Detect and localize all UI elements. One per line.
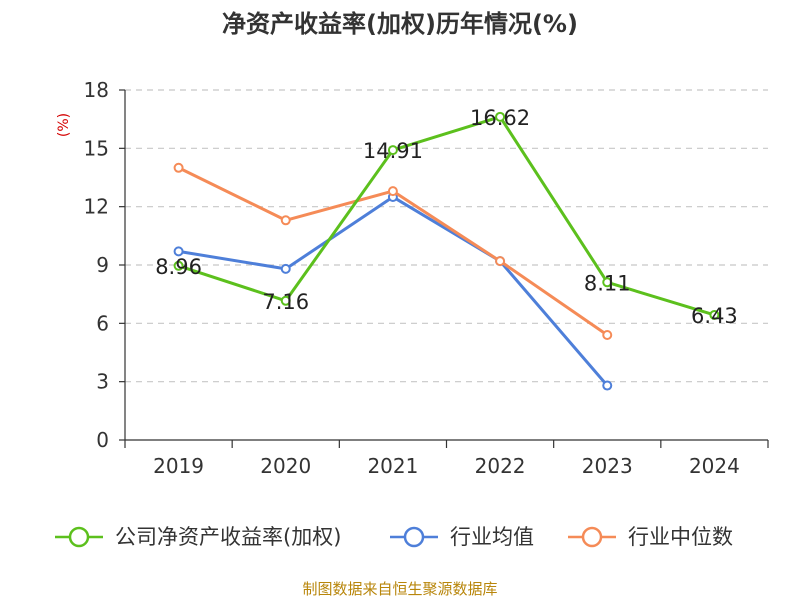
- y-tick-label: 3: [96, 370, 109, 394]
- axis-layer: 0 3 6 9 12 15 18 2019 2020 2021 2022 2023 2024: [84, 78, 769, 478]
- x-tick-label: 2024: [689, 454, 740, 478]
- grid-layer: [125, 89, 768, 383]
- series-layer: [173, 111, 720, 391]
- x-tick-label: 2022: [475, 454, 526, 478]
- data-label: 16.62: [470, 106, 530, 130]
- series-point: [495, 256, 506, 267]
- series-point: [173, 246, 184, 257]
- x-tick-label: 2020: [260, 454, 311, 478]
- series-point: [387, 186, 398, 197]
- series-point: [280, 263, 291, 274]
- x-tick-label: 2019: [153, 454, 204, 478]
- series-point: [495, 111, 506, 122]
- series-point: [602, 330, 613, 340]
- y-tick-label: 6: [96, 311, 109, 335]
- series-point: [709, 309, 720, 320]
- series-point: [173, 260, 184, 271]
- legend-label: 行业中位数: [628, 525, 733, 549]
- y-tick-label: 12: [84, 195, 109, 219]
- source-note: 制图数据来自恒生聚源数据库: [302, 580, 497, 598]
- y-axis-unit: (%): [56, 113, 72, 137]
- data-label-layer: 8.96 7.16 14.91 16.62 8.11 6.43: [155, 106, 738, 328]
- series-line: [178, 115, 715, 317]
- data-label: 14.91: [363, 139, 423, 163]
- legend-marker: [403, 526, 425, 548]
- series-point: [602, 380, 613, 391]
- series-point: [173, 162, 184, 173]
- x-tick-label: 2021: [367, 454, 418, 478]
- chart-title: 净资产收益率(加权)历年情况(%): [222, 10, 578, 38]
- data-label: 8.11: [584, 271, 631, 295]
- series-point: [280, 295, 291, 306]
- data-label: 8.96: [155, 255, 202, 279]
- legend-label: 公司净资产收益率(加权): [115, 525, 341, 549]
- series-point: [280, 215, 291, 226]
- y-tick-label: 18: [84, 78, 109, 102]
- y-tick-label: 0: [96, 428, 109, 452]
- legend-marker: [581, 526, 603, 548]
- x-tick-label: 2023: [582, 454, 633, 478]
- data-label: 6.43: [691, 304, 738, 328]
- legend-label: 行业均值: [450, 525, 534, 549]
- series-point: [387, 145, 398, 156]
- series-point: [602, 277, 613, 288]
- y-tick-label: 15: [84, 136, 109, 160]
- y-tick-label: 9: [96, 253, 109, 277]
- legend: 公司净资产收益率(加权) 行业均值 行业中位数: [55, 525, 733, 549]
- data-label: 7.16: [262, 290, 309, 314]
- legend-marker: [68, 526, 90, 548]
